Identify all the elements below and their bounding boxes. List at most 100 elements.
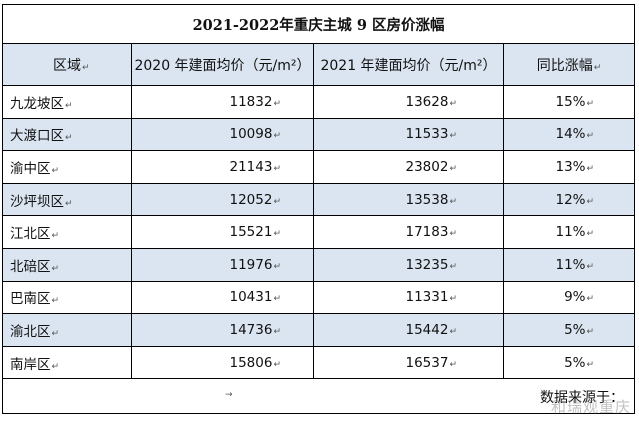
growth-cell-value: 9%: [564, 289, 586, 306]
district-cell: 江北区↵: [2, 215, 132, 249]
district-cell: 北碚区↵: [2, 247, 132, 282]
table-title: 2021-2022年重庆主城 9 区房价涨幅: [1, 4, 636, 44]
table-row: 巴南区↵ 10431↵ 11331↵ 9%↵: [2, 280, 636, 315]
price-2020-cell: 14736↵: [131, 313, 314, 347]
growth-cell-value: 5%: [564, 321, 586, 338]
price-2021-cell-value: 16537: [405, 354, 449, 371]
paragraph-mark: ↵: [273, 229, 281, 240]
growth-cell: 5%↵: [502, 313, 636, 347]
district-cell-value: 北碚区: [10, 258, 51, 275]
district-cell-value: 沙坪坝区: [10, 193, 64, 210]
district-cell-value: 渝中区: [10, 160, 51, 177]
table-row: 渝北区↵ 14736↵ 15442↵ 5%↵: [2, 313, 636, 347]
district-cell-value: 巴南区: [10, 291, 51, 308]
table-row: 沙坪坝区↵ 12052↵ 13538↵ 12%↵: [2, 182, 636, 217]
table-row: 大渡口区↵ 10098↵ 11533↵ 14%↵: [2, 117, 636, 152]
paragraph-mark: ↵: [51, 296, 60, 307]
price-2021-cell: 13538↵: [313, 182, 504, 217]
growth-cell-value: 13%: [555, 158, 586, 175]
price-2020-cell-value: 15806: [229, 354, 273, 371]
growth-cell-value: 5%: [564, 354, 586, 371]
price-2021-cell-value: 13235: [405, 256, 449, 273]
growth-cell: 14%↵: [502, 117, 636, 152]
price-2020-cell-value: 10098: [229, 126, 273, 143]
growth-cell-value: 15%: [555, 93, 586, 110]
paragraph-mark: ↵: [586, 294, 595, 305]
paragraph-mark: ↵: [449, 326, 457, 337]
price-2021-cell: 15442↵: [313, 313, 504, 347]
price-2021-cell-value: 17183: [405, 224, 449, 241]
source-cell: → 数据来源于：: [1, 378, 636, 415]
paragraph-mark: ↵: [273, 196, 281, 207]
paragraph-mark: ↵: [65, 133, 73, 144]
paragraph-mark: ↵: [449, 196, 457, 207]
price-2020-cell: 11976↵: [131, 247, 314, 282]
price-2021-cell: 11533↵: [313, 117, 504, 152]
price-2020-cell-value: 11976: [229, 256, 273, 273]
price-2020-cell-value: 14736: [229, 321, 273, 338]
growth-cell: 9%↵: [502, 280, 636, 315]
price-2021-cell-value: 13538: [405, 191, 449, 208]
table-row: 渝中区↵ 21143↵ 23802↵ 13%↵: [2, 150, 636, 184]
paragraph-mark: ↵: [449, 163, 457, 174]
paragraph-mark: ↵: [586, 163, 595, 174]
header-district: 区域↵: [2, 43, 132, 86]
paragraph-mark: ↵: [593, 62, 602, 73]
price-2020-cell: 15806↵: [131, 345, 314, 380]
price-2020-cell: 15521↵: [131, 215, 314, 249]
header-district-label: 区域: [53, 57, 81, 74]
price-2020-cell-value: 11832: [229, 93, 273, 110]
growth-cell: 12%↵: [502, 182, 636, 217]
growth-cell-value: 11%: [555, 224, 586, 241]
price-2020-cell: 21143↵: [131, 150, 314, 184]
growth-cell-value: 11%: [555, 256, 586, 273]
paragraph-mark: ↵: [273, 98, 281, 109]
tab-arrow-mark: →: [225, 390, 233, 401]
district-cell-value: 江北区: [10, 226, 51, 243]
district-cell: 渝北区↵: [2, 313, 132, 347]
paragraph-mark: ↵: [586, 196, 595, 207]
price-2021-cell: 13628↵: [313, 85, 504, 119]
growth-cell-value: 14%: [555, 126, 586, 143]
paragraph-mark: ↵: [449, 98, 457, 109]
paragraph-mark: ↵: [273, 359, 281, 370]
table-row: 九龙坡区↵ 11832↵ 13628↵ 15%↵: [2, 85, 636, 119]
growth-cell: 11%↵: [502, 247, 636, 282]
source-row: → 数据来源于：: [1, 378, 636, 415]
paragraph-mark: ↵: [273, 163, 281, 174]
paragraph-mark: ↵: [273, 326, 281, 337]
paragraph-mark: ↵: [449, 294, 457, 305]
price-2020-cell: 10098↵: [131, 117, 314, 152]
title-row: 2021-2022年重庆主城 9 区房价涨幅: [1, 4, 636, 44]
price-2021-cell-value: 15442: [405, 321, 449, 338]
paragraph-mark: ↵: [586, 98, 595, 109]
growth-cell: 15%↵: [502, 85, 636, 119]
header-price-2021: 2021 年建面均价（元/m²）: [313, 43, 504, 86]
growth-cell-value: 12%: [555, 191, 586, 208]
growth-cell: 5%↵: [502, 345, 636, 380]
district-cell: 大渡口区↵: [2, 117, 132, 152]
price-2021-cell-value: 23802: [405, 158, 449, 175]
price-2021-cell: 23802↵: [313, 150, 504, 184]
district-cell: 九龙坡区↵: [2, 85, 132, 119]
paragraph-mark: ↵: [273, 131, 281, 142]
table-row: 南岸区↵ 15806↵ 16537↵ 5%↵: [2, 345, 636, 380]
paragraph-mark: ↵: [449, 229, 457, 240]
price-2020-cell: 11832↵: [131, 85, 314, 119]
paragraph-mark: ↵: [586, 261, 595, 272]
paragraph-mark: ↵: [51, 328, 60, 339]
table-row: 北碚区↵ 11976↵ 13235↵ 11%↵: [2, 247, 636, 282]
data-source-note: 数据来源于：: [540, 390, 625, 407]
price-2021-cell: 16537↵: [313, 345, 504, 380]
paragraph-mark: ↵: [82, 62, 90, 73]
price-2021-cell: 11331↵: [313, 280, 504, 315]
header-row: 区域↵ 2020 年建面均价（元/m²） 2021 年建面均价（元/m²） 同比…: [2, 43, 636, 86]
price-2020-cell: 12052↵: [131, 182, 314, 217]
price-2021-cell: 17183↵: [313, 215, 504, 249]
district-cell: 巴南区↵: [2, 280, 132, 315]
paragraph-mark: ↵: [586, 131, 595, 142]
growth-cell: 13%↵: [502, 150, 636, 184]
price-2021-cell: 13235↵: [313, 247, 504, 282]
paragraph-mark: ↵: [586, 326, 595, 337]
